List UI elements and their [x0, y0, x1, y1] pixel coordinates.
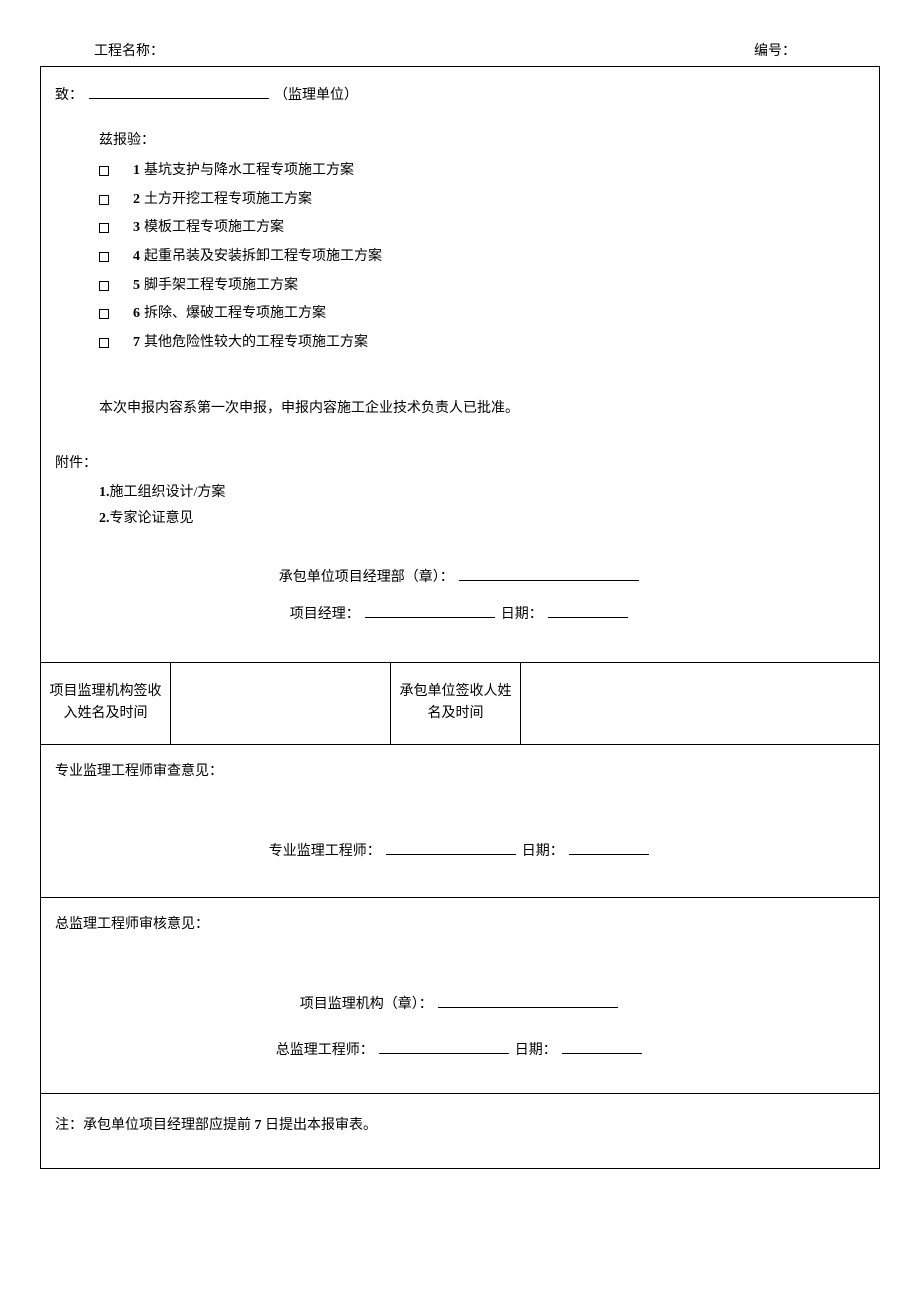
- contractor-signature: 承包单位项目经理部（章）： 项目经理： 日期：: [55, 561, 865, 632]
- check-item: 3模板工程专项施工方案: [99, 215, 865, 242]
- specialist-date-label: 日期：: [522, 844, 564, 859]
- specialist-sig-label: 专业监理工程师：: [269, 844, 381, 859]
- check-label: 6拆除、爆破工程专项施工方案: [133, 301, 326, 328]
- note-days: 7: [255, 1118, 262, 1133]
- to-prefix: 致：: [55, 88, 83, 103]
- project-name-label: 工程名称：: [44, 40, 754, 60]
- specialist-date-blank[interactable]: [569, 841, 649, 855]
- contractor-receipt-value[interactable]: [521, 662, 880, 744]
- contractor-stamp-label: 承包单位项目经理部（章）：: [279, 570, 454, 585]
- receipt-row: 项目监理机构签收入姓名及时间 承包单位签收人姓名及时间: [41, 662, 880, 744]
- check-item: 4起重吊装及安装拆卸工程专项施工方案: [99, 244, 865, 271]
- main-section: 致： （监理单位） 兹报验： 1基坑支护与降水工程专项施工方案 2土方开挖工程专…: [49, 73, 871, 656]
- addressee-line: 致： （监理单位）: [55, 83, 865, 110]
- check-item: 5脚手架工程专项施工方案: [99, 273, 865, 300]
- checkbox-icon[interactable]: [99, 195, 109, 205]
- check-label: 1基坑支护与降水工程专项施工方案: [133, 158, 354, 185]
- org-stamp-label: 项目监理机构（章）：: [300, 997, 433, 1012]
- number-label: 编号：: [754, 40, 876, 60]
- checkbox-icon[interactable]: [99, 281, 109, 291]
- contractor-receipt-label: 承包单位签收人姓名及时间: [391, 662, 521, 744]
- check-item: 6拆除、爆破工程专项施工方案: [99, 301, 865, 328]
- checkbox-icon[interactable]: [99, 338, 109, 348]
- check-item: 2土方开挖工程专项施工方案: [99, 187, 865, 214]
- check-label: 3模板工程专项施工方案: [133, 215, 284, 242]
- check-label: 4起重吊装及安装拆卸工程专项施工方案: [133, 244, 382, 271]
- specialist-opinion-title: 专业监理工程师审查意见：: [55, 759, 865, 786]
- to-suffix: （监理单位）: [274, 88, 358, 103]
- attachment-item: 1.施工组织设计/方案: [99, 480, 865, 507]
- checkbox-icon[interactable]: [99, 252, 109, 262]
- form-table: 致： （监理单位） 兹报验： 1基坑支护与降水工程专项施工方案 2土方开挖工程专…: [40, 66, 880, 1169]
- attachments-label: 附件：: [55, 451, 865, 478]
- check-item: 7其他危险性较大的工程专项施工方案: [99, 330, 865, 357]
- checkbox-icon[interactable]: [99, 166, 109, 176]
- pm-date-blank[interactable]: [548, 604, 628, 618]
- verify-title: 兹报验：: [55, 128, 865, 155]
- org-stamp-blank[interactable]: [438, 994, 618, 1008]
- pm-blank[interactable]: [365, 604, 495, 618]
- check-label: 7其他危险性较大的工程专项施工方案: [133, 330, 368, 357]
- note-section: 注：承包单位项目经理部应提前 7 日提出本报审表。: [49, 1100, 871, 1162]
- checkbox-icon[interactable]: [99, 309, 109, 319]
- check-label: 2土方开挖工程专项施工方案: [133, 187, 312, 214]
- attachment-item: 2.专家论证意见: [99, 506, 865, 533]
- checkbox-icon[interactable]: [99, 223, 109, 233]
- check-label: 5脚手架工程专项施工方案: [133, 273, 298, 300]
- specialist-opinion: 专业监理工程师审查意见： 专业监理工程师： 日期：: [49, 751, 871, 891]
- chief-date-blank[interactable]: [562, 1040, 642, 1054]
- note-suffix: 日提出本报审表。: [262, 1118, 378, 1133]
- attachments: 1.施工组织设计/方案 2.专家论证意见: [55, 480, 865, 533]
- supervisor-blank[interactable]: [89, 85, 269, 99]
- supervisor-receipt-label: 项目监理机构签收入姓名及时间: [41, 662, 171, 744]
- chief-opinion-title: 总监理工程师审核意见：: [55, 912, 865, 939]
- chief-sig-blank[interactable]: [379, 1040, 509, 1054]
- chief-date-label: 日期：: [515, 1043, 557, 1058]
- statement: 本次申报内容系第一次申报，申报内容施工企业技术负责人已批准。: [55, 396, 865, 423]
- chief-opinion: 总监理工程师审核意见： 项目监理机构（章）： 总监理工程师： 日期：: [49, 904, 871, 1088]
- pm-label: 项目经理：: [290, 607, 360, 622]
- specialist-sig-blank[interactable]: [386, 841, 516, 855]
- supervisor-receipt-value[interactable]: [171, 662, 391, 744]
- pm-date-label: 日期：: [501, 607, 543, 622]
- note-prefix: 注：承包单位项目经理部应提前: [55, 1118, 255, 1133]
- checklist: 1基坑支护与降水工程专项施工方案 2土方开挖工程专项施工方案 3模板工程专项施工…: [55, 158, 865, 356]
- contractor-stamp-blank[interactable]: [459, 567, 639, 581]
- header-row: 工程名称： 编号：: [40, 40, 880, 60]
- check-item: 1基坑支护与降水工程专项施工方案: [99, 158, 865, 185]
- chief-sig-label: 总监理工程师：: [276, 1043, 374, 1058]
